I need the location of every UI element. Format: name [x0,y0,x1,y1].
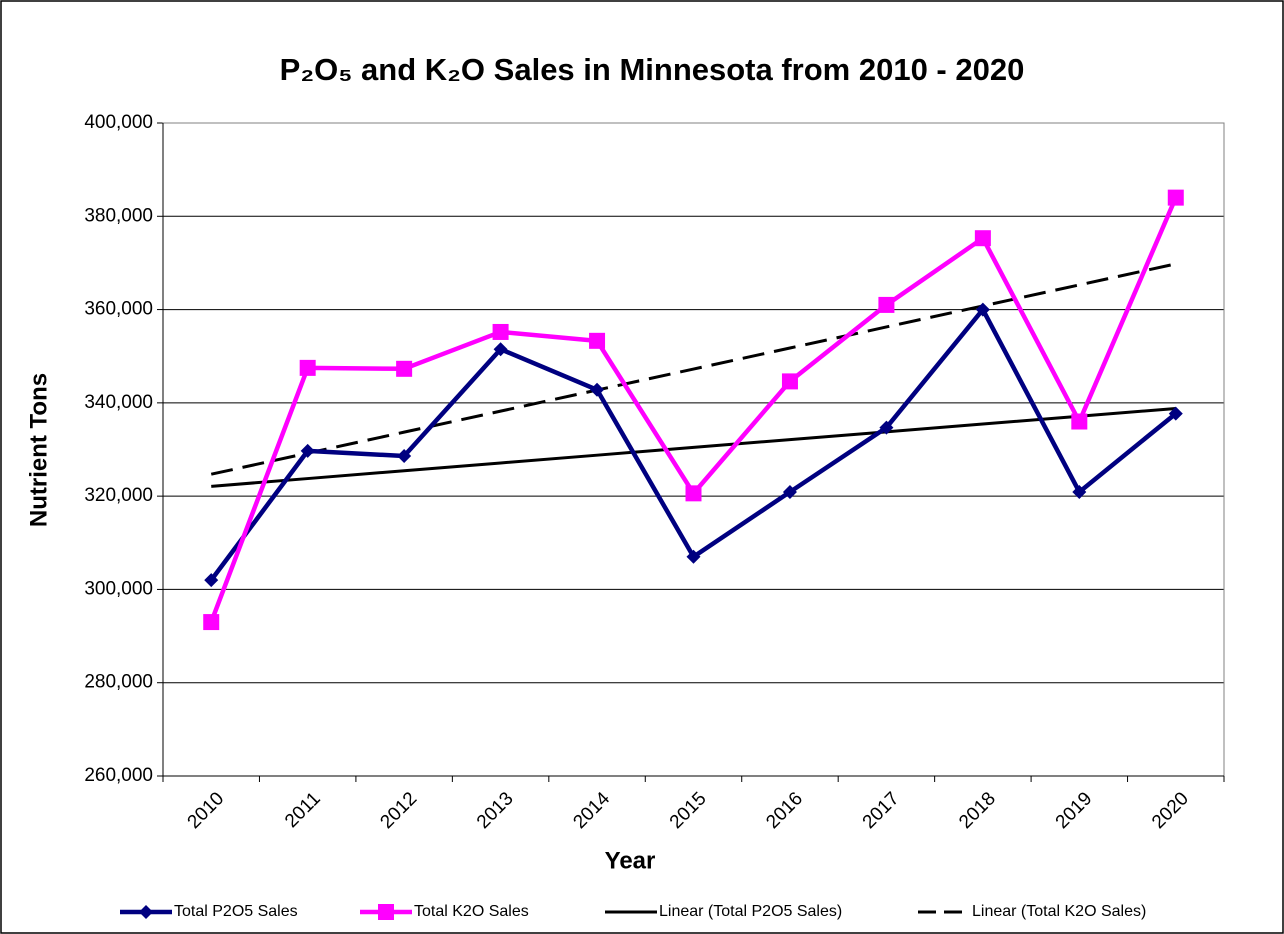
x-axis-label: Year [605,847,656,874]
marker [492,323,509,340]
marker [975,302,990,317]
marker [589,332,606,349]
trend-line [210,262,1177,476]
marker [781,373,798,390]
marker [1167,189,1184,206]
marker [685,485,702,502]
marker [686,549,701,564]
trend-line [211,406,1176,488]
legend-label: Linear (Total K2O Sales) [972,903,1146,920]
legend-item: Total K2O Sales [360,903,529,920]
marker [974,230,991,247]
marker [397,449,412,464]
marker [299,359,316,376]
marker [1168,406,1183,421]
marker [396,360,413,377]
legend-label: Total P2O5 Sales [174,903,298,920]
marker [879,420,894,435]
marker [493,342,508,357]
marker [203,614,220,631]
legend-item: Total P2O5 Sales [120,903,298,920]
y-tick-label: 280,000 [84,672,153,693]
legend-label: Linear (Total P2O5 Sales) [659,903,842,920]
marker [1071,413,1088,430]
y-tick-label: 360,000 [84,299,153,320]
legend-item: Linear (Total P2O5 Sales) [605,903,842,920]
y-axis-label: Nutrient Tons [25,373,52,527]
y-tick-label: 320,000 [84,485,153,506]
legend-label: Total K2O Sales [414,903,529,920]
marker [590,382,605,397]
legend-marker [139,905,153,919]
y-tick-label: 380,000 [84,205,153,226]
chart-title: P₂O₅ and K₂O Sales in Minnesota from 201… [280,52,1025,87]
y-tick-label: 340,000 [84,392,153,413]
y-tick-label: 300,000 [84,578,153,599]
marker [300,443,315,458]
marker [204,573,219,588]
y-tick-label: 260,000 [84,765,153,786]
marker [878,296,895,313]
y-tick-label: 400,000 [84,112,153,133]
legend-item: Linear (Total K2O Sales) [918,903,1146,920]
marker [1072,484,1087,499]
marker [782,484,797,499]
legend-marker [378,904,394,920]
